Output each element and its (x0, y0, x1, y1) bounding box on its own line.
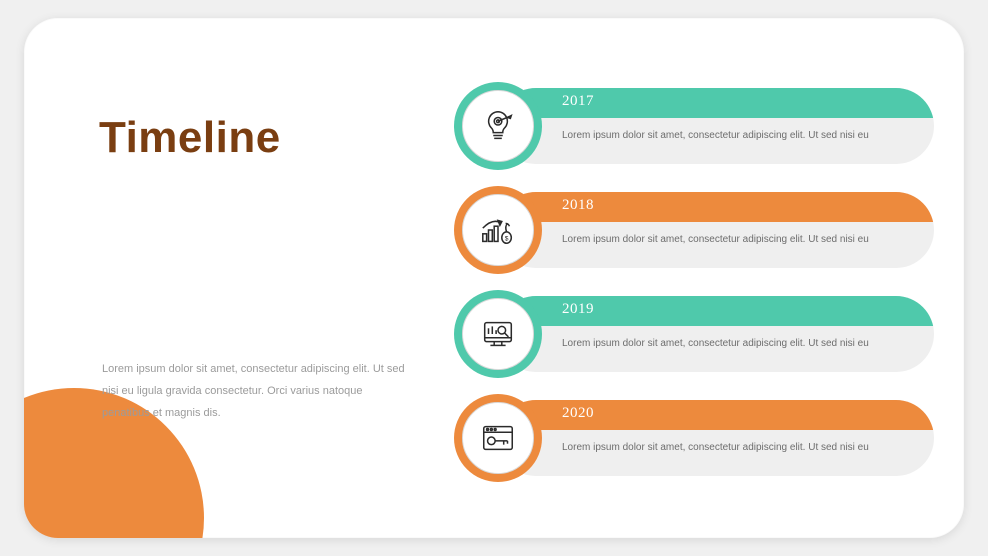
year-label: 2018 (562, 197, 594, 214)
row-text: Lorem ipsum dolor sit amet, consectetur … (562, 130, 869, 141)
timeline-row: 2020 Lorem ipsum dolor sit amet, consect… (454, 400, 934, 480)
row-text: Lorem ipsum dolor sit amet, consectetur … (562, 442, 869, 453)
lightbulb-target-icon (479, 107, 517, 145)
timeline-column: 2017 Lorem ipsum dolor sit amet, consect… (454, 88, 934, 504)
row-text: Lorem ipsum dolor sit amet, consectetur … (562, 234, 869, 245)
monitor-analytics-icon (479, 315, 517, 353)
timeline-pill: 2020 Lorem ipsum dolor sit amet, consect… (498, 400, 934, 476)
year-label: 2020 (562, 405, 594, 422)
slide-description: Lorem ipsum dolor sit amet, consectetur … (102, 358, 412, 424)
timeline-pill: 2019 Lorem ipsum dolor sit amet, consect… (498, 296, 934, 372)
browser-key-icon (479, 419, 517, 457)
timeline-row: 2019 Lorem ipsum dolor sit amet, consect… (454, 296, 934, 376)
icon-circle (454, 290, 542, 378)
slide-card: Timeline Lorem ipsum dolor sit amet, con… (24, 18, 964, 538)
timeline-row: 2018 Lorem ipsum dolor sit amet, consect… (454, 192, 934, 272)
icon-circle-inner: $ (462, 194, 534, 266)
row-text: Lorem ipsum dolor sit amet, consectetur … (562, 338, 869, 349)
timeline-pill: 2018 Lorem ipsum dolor sit amet, consect… (498, 192, 934, 268)
svg-text:$: $ (505, 235, 509, 242)
growth-bars-icon: $ (479, 211, 517, 249)
year-label: 2017 (562, 93, 594, 110)
timeline-pill: 2017 Lorem ipsum dolor sit amet, consect… (498, 88, 934, 164)
icon-circle: $ (454, 186, 542, 274)
timeline-row: 2017 Lorem ipsum dolor sit amet, consect… (454, 88, 934, 168)
icon-circle-inner (462, 90, 534, 162)
slide-title: Timeline (99, 113, 281, 163)
icon-circle (454, 394, 542, 482)
icon-circle (454, 82, 542, 170)
icon-circle-inner (462, 402, 534, 474)
year-label: 2019 (562, 301, 594, 318)
icon-circle-inner (462, 298, 534, 370)
